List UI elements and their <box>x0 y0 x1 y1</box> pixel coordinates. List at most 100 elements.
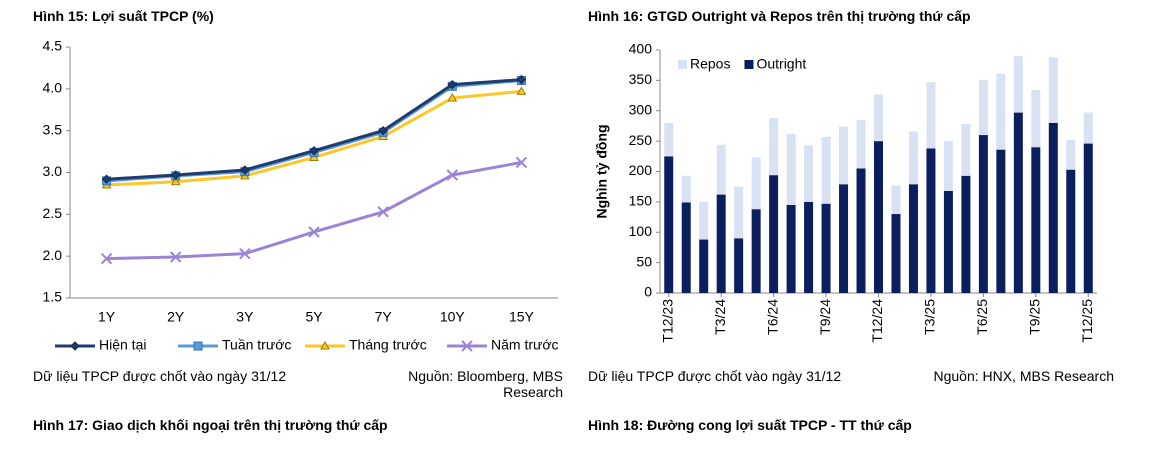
bar-segment <box>874 94 883 142</box>
bar-segment <box>961 124 971 176</box>
bar-segment <box>1031 147 1041 293</box>
note: Dữ liệu TPCP được chốt vào ngày 31/12 <box>588 368 842 384</box>
x-tick-label: T3/24 <box>712 299 728 335</box>
bar-segment <box>943 141 953 191</box>
bar-segment <box>769 175 779 293</box>
bar-segment <box>1066 169 1076 293</box>
note: Dữ liệu TPCP được chốt vào ngày 31/12 <box>33 368 287 384</box>
x-tick-label: 7Y <box>375 309 393 325</box>
bar-segment <box>874 141 883 293</box>
y-axis-title: Nghìn tỷ đồng <box>594 124 610 218</box>
bar-segment <box>891 214 901 293</box>
bar-segment <box>978 135 988 293</box>
y-tick-label: 4.0 <box>43 80 63 96</box>
marker <box>308 226 320 238</box>
marker <box>100 252 113 265</box>
figure-footer: Dữ liệu TPCP được chốt vào ngày 31/12 Ng… <box>588 368 1114 384</box>
y-tick-label: 3.0 <box>43 163 63 179</box>
bar-segment <box>1048 122 1058 294</box>
y-tick-label: 250 <box>629 132 653 148</box>
bar-segment <box>1066 139 1076 170</box>
marker <box>170 176 181 186</box>
bar-segment <box>821 136 831 204</box>
x-tick-label: 5Y <box>305 309 323 325</box>
marker <box>170 251 182 263</box>
x-tick-label: 2Y <box>167 309 185 325</box>
bar-segment <box>734 186 744 239</box>
marker <box>239 247 251 260</box>
bar-segment <box>943 190 953 293</box>
x-tick-label: 3Y <box>236 309 254 325</box>
bar-segment <box>839 184 849 293</box>
legend-label: Outright <box>756 56 806 72</box>
y-tick-label: 0 <box>644 284 652 300</box>
bar-segment <box>716 194 726 293</box>
legend-swatch <box>678 60 687 69</box>
bar-segment <box>978 79 988 136</box>
bar-segment <box>664 156 674 293</box>
bar-segment <box>716 144 726 195</box>
source: Nguồn: HNX, MBS Research <box>933 368 1114 384</box>
marker <box>309 146 319 156</box>
figure-title: Hình 16: GTGD Outright và Repos trên thị… <box>588 8 971 24</box>
bar-segment <box>891 185 901 215</box>
marker <box>447 93 458 102</box>
marker <box>446 169 458 181</box>
figure-title: Hình 18: Đường cong lợi suất TPCP - TT t… <box>588 417 912 433</box>
figure-footer: Dữ liệu TPCP được chốt vào ngày 31/12 Ng… <box>33 368 563 400</box>
x-tick-label: 1Y <box>98 309 116 325</box>
bar-segment <box>996 73 1006 150</box>
bar-segment <box>751 209 761 293</box>
bar-segment <box>751 157 761 210</box>
x-tick-label: T9/25 <box>1027 299 1043 335</box>
bar-segment <box>699 201 709 240</box>
marker <box>240 165 250 175</box>
line <box>106 78 522 183</box>
bar-segment <box>804 201 814 293</box>
y-tick-label: 350 <box>629 71 653 87</box>
legend-marker <box>70 341 80 351</box>
legend-marker <box>193 341 203 351</box>
legend-marker <box>461 340 473 352</box>
x-tick-label: T6/24 <box>764 299 780 335</box>
y-tick-label: 400 <box>629 41 653 57</box>
bar-segment <box>1013 56 1023 113</box>
bar-segment <box>908 131 918 185</box>
y-tick-label: 200 <box>629 162 653 178</box>
y-tick-label: 100 <box>629 223 653 239</box>
y-tick-label: 3.5 <box>43 121 63 137</box>
figure-title: Hình 15: Lợi suất TPCP (%) <box>33 8 214 24</box>
figure-title: Hình 17: Giao dịch khối ngoại trên thị t… <box>33 417 388 433</box>
marker <box>447 79 457 90</box>
bar-segment <box>664 122 674 157</box>
marker <box>309 152 319 161</box>
y-tick-label: 300 <box>629 101 653 117</box>
line <box>106 89 522 187</box>
bar-segment <box>786 133 796 205</box>
bar-segment <box>856 168 866 293</box>
bar-segment <box>681 202 691 293</box>
x-tick-label: T6/25 <box>974 299 990 335</box>
legend-label: Tháng trước <box>349 337 427 353</box>
bar-segment <box>804 145 814 202</box>
bar-segment <box>734 238 744 293</box>
marker <box>516 74 527 85</box>
bar-segment <box>908 184 918 293</box>
legend-label: Repos <box>690 56 730 72</box>
y-tick-label: 150 <box>629 193 653 209</box>
bar-segment <box>1083 112 1093 144</box>
line <box>106 78 522 181</box>
marker <box>515 156 528 169</box>
marker <box>171 170 181 180</box>
bar-segment <box>1048 57 1058 123</box>
marker <box>101 174 112 184</box>
marker <box>377 206 389 218</box>
y-tick-label: 50 <box>636 253 652 269</box>
bar-segment <box>926 82 936 149</box>
bar-segment <box>1031 90 1041 148</box>
x-tick-label: T12/25 <box>1079 299 1095 343</box>
bar-segment <box>699 239 709 293</box>
bar-segment <box>839 126 849 185</box>
